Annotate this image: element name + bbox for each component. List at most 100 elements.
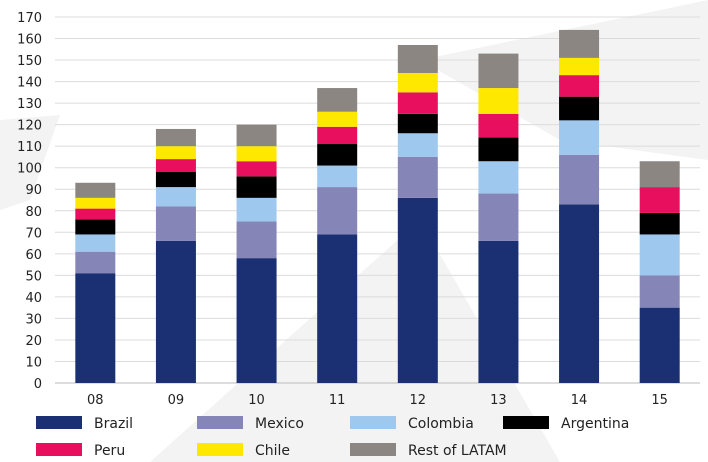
- legend: Brazil Mexico Colombia Argentina Peru Chile Re…: [36, 416, 629, 459]
- bar-mexico-15: [639, 275, 680, 308]
- bar-brazil-11: [317, 234, 358, 383]
- y-tick-label: 150: [17, 54, 42, 69]
- bar-mexico-09: [155, 206, 196, 241]
- bar-rest-of-latam-14: [559, 29, 600, 58]
- legend-label: Brazil: [94, 416, 133, 432]
- legend-item-colombia: Colombia: [350, 416, 474, 432]
- bar-chile-13: [478, 88, 519, 114]
- x-tick-label: 13: [490, 393, 507, 408]
- bar-brazil-08: [75, 273, 116, 383]
- legend-label: Mexico: [255, 416, 304, 432]
- bar-brazil-15: [639, 307, 680, 383]
- bar-peru-10: [236, 161, 277, 177]
- legend-swatch: [350, 443, 396, 456]
- legend-label: Colombia: [408, 416, 474, 432]
- y-tick-label: 50: [25, 269, 42, 284]
- bar-peru-13: [478, 113, 519, 138]
- x-tick-label: 14: [571, 393, 588, 408]
- y-tick-label: 30: [25, 312, 42, 327]
- y-tick-label: 80: [25, 205, 42, 220]
- bar-stack-13: [478, 53, 519, 383]
- bar-brazil-13: [478, 240, 519, 383]
- bar-stack-08: [75, 182, 116, 383]
- legend-label: Rest of LATAM: [408, 443, 507, 459]
- x-tick-label: 11: [329, 393, 346, 408]
- bar-colombia-13: [478, 161, 519, 194]
- y-tick-label: 110: [17, 140, 42, 155]
- y-tick-label: 40: [25, 291, 42, 306]
- legend-item-chile: Chile: [197, 443, 290, 459]
- bar-peru-08: [75, 208, 116, 220]
- bar-mexico-13: [478, 193, 519, 241]
- bar-peru-11: [317, 126, 358, 145]
- bar-colombia-15: [639, 234, 680, 276]
- bar-peru-15: [639, 187, 680, 213]
- bar-argentina-14: [559, 96, 600, 121]
- bar-rest-of-latam-13: [478, 53, 519, 89]
- bar-peru-09: [155, 159, 196, 173]
- bar-rest-of-latam-15: [639, 161, 680, 188]
- legend-swatch: [36, 416, 82, 429]
- y-tick-label: 60: [25, 248, 42, 263]
- bar-rest-of-latam-08: [75, 182, 116, 198]
- bar-argentina-11: [317, 144, 358, 166]
- bar-stack-11: [317, 88, 358, 383]
- y-tick-label: 170: [17, 11, 42, 26]
- bar-argentina-13: [478, 137, 519, 162]
- bar-stack-12: [397, 44, 438, 383]
- bar-chile-12: [397, 72, 438, 93]
- bar-colombia-14: [559, 120, 600, 155]
- legend-item-argentina: Argentina: [503, 416, 629, 432]
- bar-rest-of-latam-11: [317, 88, 358, 112]
- y-tick-label: 120: [17, 119, 42, 134]
- legend-swatch: [503, 416, 549, 429]
- bar-stack-09: [155, 128, 196, 383]
- bar-peru-14: [559, 75, 600, 97]
- bars: [75, 29, 680, 383]
- bar-rest-of-latam-09: [155, 128, 196, 147]
- bar-stack-10: [236, 124, 277, 383]
- x-tick-label: 15: [651, 393, 668, 408]
- bar-colombia-11: [317, 165, 358, 188]
- bar-mexico-14: [559, 154, 600, 205]
- x-tick-label: 09: [168, 393, 185, 408]
- y-tick-label: 90: [25, 183, 42, 198]
- bar-chile-11: [317, 111, 358, 127]
- legend-swatch: [197, 416, 243, 429]
- bar-stack-15: [639, 161, 680, 383]
- bar-colombia-12: [397, 133, 438, 157]
- legend-label: Argentina: [561, 416, 629, 432]
- bar-brazil-14: [559, 204, 600, 383]
- legend-item-peru: Peru: [36, 443, 125, 459]
- bar-rest-of-latam-10: [236, 124, 277, 147]
- legend-item-rest-of-latam: Rest of LATAM: [350, 443, 507, 459]
- bar-mexico-10: [236, 221, 277, 259]
- bar-argentina-12: [397, 113, 438, 134]
- bar-argentina-15: [639, 212, 680, 235]
- bar-rest-of-latam-12: [397, 44, 438, 73]
- legend-item-mexico: Mexico: [197, 416, 304, 432]
- y-tick-label: 0: [34, 377, 42, 392]
- bar-stack-14: [559, 29, 600, 383]
- bar-mexico-12: [397, 156, 438, 198]
- bar-colombia-08: [75, 234, 116, 252]
- bar-mexico-11: [317, 187, 358, 235]
- y-tick-label: 160: [17, 33, 42, 48]
- bar-peru-12: [397, 92, 438, 114]
- legend-swatch: [36, 443, 82, 456]
- bar-chile-08: [75, 197, 116, 209]
- bar-brazil-12: [397, 197, 438, 383]
- y-tick-label: 20: [25, 334, 42, 349]
- x-tick-label: 12: [410, 393, 427, 408]
- bar-brazil-09: [155, 240, 196, 383]
- bar-argentina-10: [236, 176, 277, 198]
- x-tick-label: 10: [248, 393, 265, 408]
- x-axis-ticks: 08 09 10 11 12 13 14 15: [87, 393, 668, 408]
- y-axis-ticks: 0 10 20 30 40 50 60 70 80 90 100 110 120 130 140 150 160…: [17, 11, 42, 392]
- bar-argentina-09: [155, 172, 196, 188]
- y-tick-label: 10: [25, 355, 42, 370]
- legend-item-brazil: Brazil: [36, 416, 133, 432]
- legend-label: Chile: [255, 443, 290, 459]
